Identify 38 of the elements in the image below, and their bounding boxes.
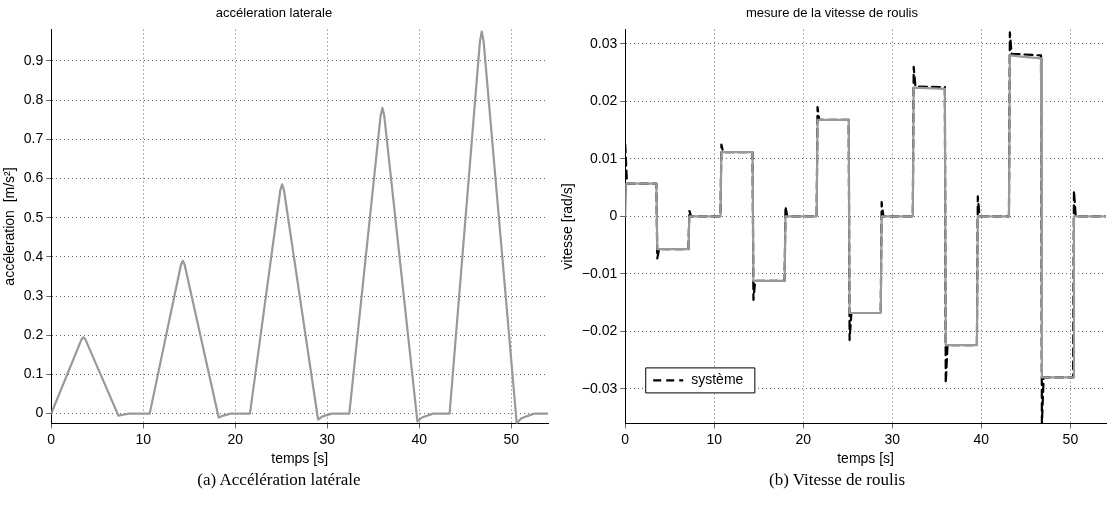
x-tick-label: 0 [47,430,56,447]
y-tick-label: 0 [35,404,44,421]
legend-label: système [691,371,744,388]
x-tick-label: 20 [227,430,244,447]
y-tick-label: 0.9 [23,51,44,68]
x-tick-label: 50 [1062,430,1079,447]
x-tick-label: 30 [319,430,336,447]
x-axis-title: temps [s] [271,450,329,467]
y-tick-label: 0.5 [23,208,44,225]
chart-title: mesure de la vitesse de roulis [746,5,919,21]
y-tick-label: 0.01 [589,149,618,166]
x-tick-label: 40 [411,430,428,447]
y-axis-title: vitesse [rad/s] [559,183,576,270]
text: (b) Vitesse de roulis [767,470,907,490]
y-tick-label: 0.3 [23,286,44,303]
x-axis-title: temps [s] [837,450,895,467]
x-tick-label: 20 [795,430,812,447]
y-tick-label: 0.6 [23,169,44,186]
chart-title: accéleration laterale [215,5,333,21]
x-tick-label: 10 [706,430,723,447]
y-tick-label: 0.03 [589,34,618,51]
x-tick-label: 0 [621,430,630,447]
y-tick-label: 0.4 [23,247,44,264]
x-tick-label: 10 [135,430,152,447]
x-tick-label: 40 [973,430,990,447]
x-tick-label: 30 [884,430,901,447]
text: (a) Accélération latérale [196,470,362,490]
y-tick-label: 0 [609,207,618,224]
y-tick-label: −0.01 [581,264,618,281]
y-tick-label: 0.1 [23,365,44,382]
y-tick-label: 0.02 [589,92,618,109]
y-axis-title: accéleration [m/s²] [1,167,18,286]
y-tick-label: 0.7 [23,130,44,147]
x-tick-label: 50 [503,430,520,447]
y-tick-label: 0.2 [23,326,44,343]
y-tick-label: −0.02 [581,322,618,339]
y-tick-label: −0.03 [581,379,618,396]
y-tick-label: 0.8 [23,90,44,107]
